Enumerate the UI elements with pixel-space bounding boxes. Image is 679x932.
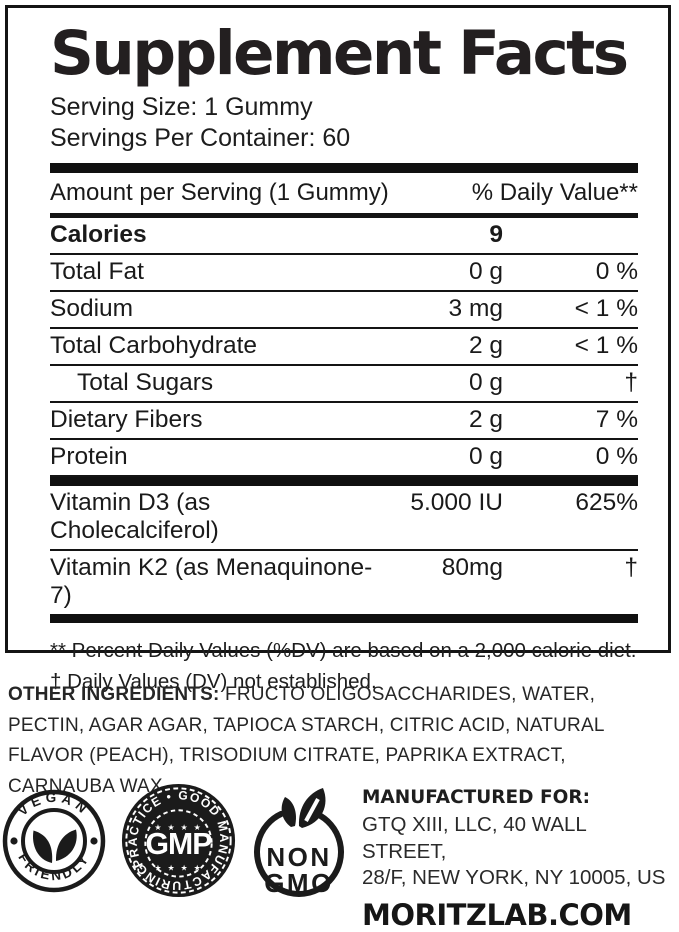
nutrient-dv: 0 % [595, 443, 638, 470]
servings-per-container: Servings Per Container: 60 [50, 124, 351, 152]
address-line-1: GTQ XIII, LLC, 40 WALL STREET, [362, 813, 587, 863]
table-row: Dietary Fibers 2 g 7 % [50, 403, 638, 440]
nutrient-name: Total Sugars [77, 369, 214, 396]
footnote-daily-values: ** Percent Daily Values (%DV) are based … [50, 639, 637, 662]
table-row: Total Carbohydrate 2 g < 1 % [50, 329, 638, 366]
leaf-icon [55, 829, 77, 861]
nutrient-amount: 2 g [468, 406, 503, 433]
nutrient-amount: 5.000 IU [410, 489, 503, 516]
table-row: Sodium 3 mg < 1 % [50, 292, 638, 329]
panel-title: Supplement Facts [50, 18, 629, 89]
nutrition-table: Amount per Serving (1 Gummy) % Daily Val… [50, 163, 638, 623]
table-header: Amount per Serving (1 Gummy) % Daily Val… [50, 173, 638, 218]
manufactured-for-label: MANUFACTURED FOR: [362, 787, 590, 808]
vitamin-rows: Vitamin D3 (as Cholecalciferol) 5.000 IU… [50, 486, 638, 614]
table-row: Protein 0 g 0 % [50, 440, 638, 477]
table-row: Vitamin D3 (as Cholecalciferol) 5.000 IU… [50, 486, 638, 551]
header-daily-value: % Daily Value** [471, 179, 638, 206]
nutrient-amount: 0 g [468, 369, 503, 396]
table-row: Vitamin K2 (as Menaquinone-7) 80mg † [50, 551, 638, 614]
nutrient-dv: † [624, 369, 638, 396]
nutrient-amount: 2 g [468, 332, 503, 359]
nutrient-name: Calories [50, 221, 147, 248]
table-mid-bar [50, 477, 638, 486]
nutrient-name: Total Fat [50, 258, 144, 285]
table-row: Calories 9 [50, 218, 638, 255]
gmp-stars-bottom: ★ ★ ★ ★ [154, 864, 202, 873]
other-ingredients: OTHER INGREDIENTS: FRUCTO OLIGOSACCHARID… [8, 680, 676, 802]
header-amount-per-serving: Amount per Serving (1 Gummy) [50, 179, 389, 206]
svg-text:FRIENDLY: FRIENDLY [15, 850, 92, 883]
leaf-icon [281, 797, 296, 827]
non-gmo-line1: NON [266, 842, 331, 872]
manufacturer-block: MANUFACTURED FOR: GTQ XIII, LLC, 40 WALL… [362, 786, 674, 932]
table-top-bar [50, 163, 638, 173]
nutrient-dv: 0 % [595, 258, 638, 285]
other-ingredients-text: FRUCTO OLIGOSACCHARIDES, WATER, PECTIN, … [8, 684, 604, 797]
nutrient-dv: < 1 % [574, 332, 638, 359]
nutrient-amount: 0 g [468, 443, 503, 470]
gmp-icon: PRACTICE • GOOD MANUFACTURING ★ ★ ★ ★ ★ … [121, 783, 236, 898]
address-line-2: 28/F, NEW YORK, NY 10005, US [362, 866, 666, 889]
nutrient-name: Dietary Fibers [50, 406, 203, 433]
nutrient-amount: 9 [489, 221, 503, 248]
nutrient-name: Total Carbohydrate [50, 332, 258, 359]
footnote-dagger: † Daily Values (DV) not established. [50, 670, 377, 693]
nutrient-dv: < 1 % [574, 295, 638, 322]
leaf-icon [33, 830, 53, 863]
vegan-badge-bottom-text: FRIENDLY [15, 850, 89, 883]
vegan-friendly-icon: VEGAN FRIENDLY [2, 789, 106, 892]
gmp-center-text: GMP [146, 828, 213, 861]
nutrient-name: Sodium [50, 295, 134, 322]
supplement-facts-panel: Supplement Facts Serving Size: 1 Gummy S… [5, 5, 671, 693]
nutrient-dv: 7 % [595, 406, 638, 433]
gmp-stars-top: ★ ★ ★ ★ [154, 823, 202, 832]
website: MORITZLAB.COM [362, 897, 632, 932]
nutrient-amount: 80mg [441, 554, 503, 581]
table-bottom-bar [50, 614, 638, 623]
non-gmo-line2: GMO [264, 868, 334, 898]
nutrient-name: Vitamin D3 (as Cholecalciferol) [50, 489, 219, 544]
vegan-badge-top-text: VEGAN [15, 789, 89, 818]
svg-text:VEGAN: VEGAN [15, 789, 93, 818]
non-gmo-icon: NON GMO [254, 788, 344, 898]
table-row: Total Sugars 0 g † [50, 366, 638, 403]
nutrient-dv: 625% [575, 489, 638, 516]
serving-size: Serving Size: 1 Gummy [50, 93, 313, 121]
nutrient-name: Protein [50, 443, 128, 470]
certification-badges: VEGAN FRIENDLY PRACTICE • GOOD MANUFACTU… [2, 782, 348, 899]
other-ingredients-label: OTHER INGREDIENTS: [8, 684, 220, 705]
table-row: Total Fat 0 g 0 % [50, 255, 638, 292]
nutrient-dv: † [624, 554, 638, 581]
nutrient-amount: 0 g [468, 258, 503, 285]
nutrient-amount: 3 mg [448, 295, 503, 322]
nutrient-rows: Calories 9 Total Fat 0 g 0 % Sodium 3 mg… [50, 218, 638, 477]
nutrient-name: Vitamin K2 (as Menaquinone-7) [50, 554, 373, 609]
